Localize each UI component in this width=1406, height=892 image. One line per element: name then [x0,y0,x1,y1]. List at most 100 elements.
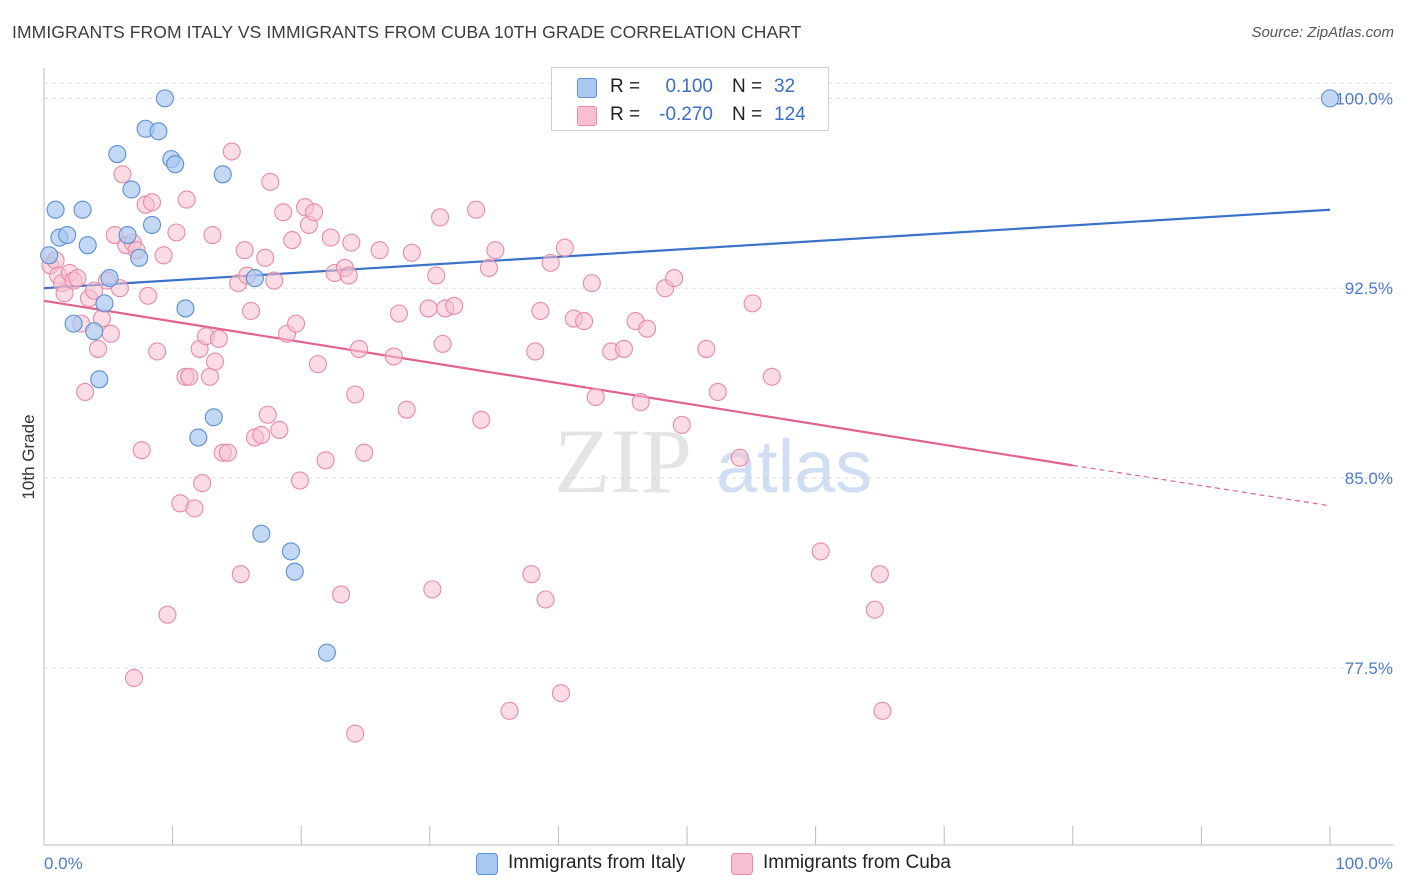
italy-point [58,225,77,245]
cuba-point [113,165,132,184]
chart-title: IMMIGRANTS FROM ITALY VS IMMIGRANTS FROM… [12,22,802,42]
cuba-point [154,246,173,265]
legend-row-cuba: R = -0.270 N = 124 [552,101,828,129]
bottom-legend-cuba-swatch [731,853,753,875]
series-italy [40,89,1340,662]
bottom-legend-cuba-label: Immigrants from Cuba [763,852,951,873]
italy-point [1320,89,1340,108]
cuba-point [68,269,87,288]
bottom-legend-italy-swatch [476,853,498,875]
italy-point [189,428,208,447]
cuba-point [205,352,225,371]
cuba-point [177,190,196,209]
y-axis-label: 10th Grade [19,414,38,499]
cuba-point [101,324,120,343]
cuba-point [342,233,361,252]
cuba-point [283,231,302,250]
italy-n-value: 32 [774,76,796,97]
cuba-point [472,410,491,429]
cuba-point [402,243,421,262]
cuba-point [287,314,306,333]
cuba-n-label: N = [732,104,763,125]
cuba-point [672,415,691,434]
cuba-point [536,590,555,609]
italy-point [245,269,264,288]
italy-point [281,542,300,561]
cuba-point [218,443,237,462]
y-tick-labels: 100.0% 92.5% 85.0% 77.5% [1335,89,1393,677]
cuba-point [865,600,884,619]
italy-point [73,200,92,219]
cuba-point [614,339,634,358]
cuba-point [708,382,727,402]
cuba-point [305,203,324,222]
cuba-point [55,284,74,303]
cuba-point [370,241,389,260]
cuba-point [350,339,369,358]
cuba-trend-extension [1072,464,1331,507]
cuba-point [762,367,781,386]
cuba-point [638,319,657,338]
legend-row-italy: R = 0.100 N = 32 [552,73,828,101]
cuba-point [419,299,438,318]
cuba-r-label: R = [610,104,641,125]
watermark-zip: ZIP [554,410,692,512]
italy-point [166,155,185,174]
cuba-point [316,451,335,470]
cuba-point [427,266,446,285]
cuba-point [486,241,505,260]
italy-point [64,314,83,333]
y-tick-label: 100.0% [1335,89,1393,108]
cuba-point [431,208,450,227]
cuba-point [124,668,144,688]
cuba-point [185,499,204,518]
cuba-point [76,382,95,402]
cuba-point [500,701,519,720]
source-credit: Source: ZipAtlas.com [1251,24,1394,41]
cuba-point [346,724,365,743]
y-tick-label: 77.5% [1345,659,1393,678]
bottom-legend-italy-label: Immigrants from Italy [508,852,686,873]
cuba-point [209,329,228,348]
cuba-point [274,203,293,222]
x-tick-labels: 0.0% 100.0% [44,854,1393,873]
cuba-point [332,585,351,604]
cuba-point [339,266,358,285]
italy-point [90,370,109,389]
italy-point [118,225,137,245]
italy-point [40,246,59,265]
cuba-point [423,580,442,599]
cuba-point [541,253,560,272]
italy-point [142,215,162,234]
cuba-point [180,367,199,386]
cuba-point [256,248,275,267]
cuba-point [479,258,499,277]
cuba-point [433,334,452,353]
italy-point [176,299,195,318]
italy-point [149,122,168,141]
axes [43,68,1393,846]
cuba-point [551,684,571,703]
cuba-point [811,542,830,561]
cuba-point [241,301,261,321]
cuba-point [467,200,486,219]
italy-n-label: N = [732,76,763,97]
italy-point [252,524,271,543]
cuba-point [193,474,212,493]
italy-r-value: 0.100 [665,76,713,97]
cuba-point [270,420,289,439]
cuba-point [555,238,574,257]
cuba-n-value: 124 [774,104,806,125]
cuba-point [88,339,108,358]
italy-point [100,269,119,288]
cuba-point [631,393,650,412]
cuba-point [397,400,416,419]
cuba-point [697,339,716,358]
stats-legend: R = 0.100 N = 32 R = -0.270 N = 124 [551,67,829,131]
cuba-point [200,367,219,386]
x-tick-label: 100.0% [1335,854,1393,873]
italy-point [78,236,97,255]
cuba-point [389,304,408,323]
italy-point [85,322,104,341]
cuba-point [870,565,889,584]
